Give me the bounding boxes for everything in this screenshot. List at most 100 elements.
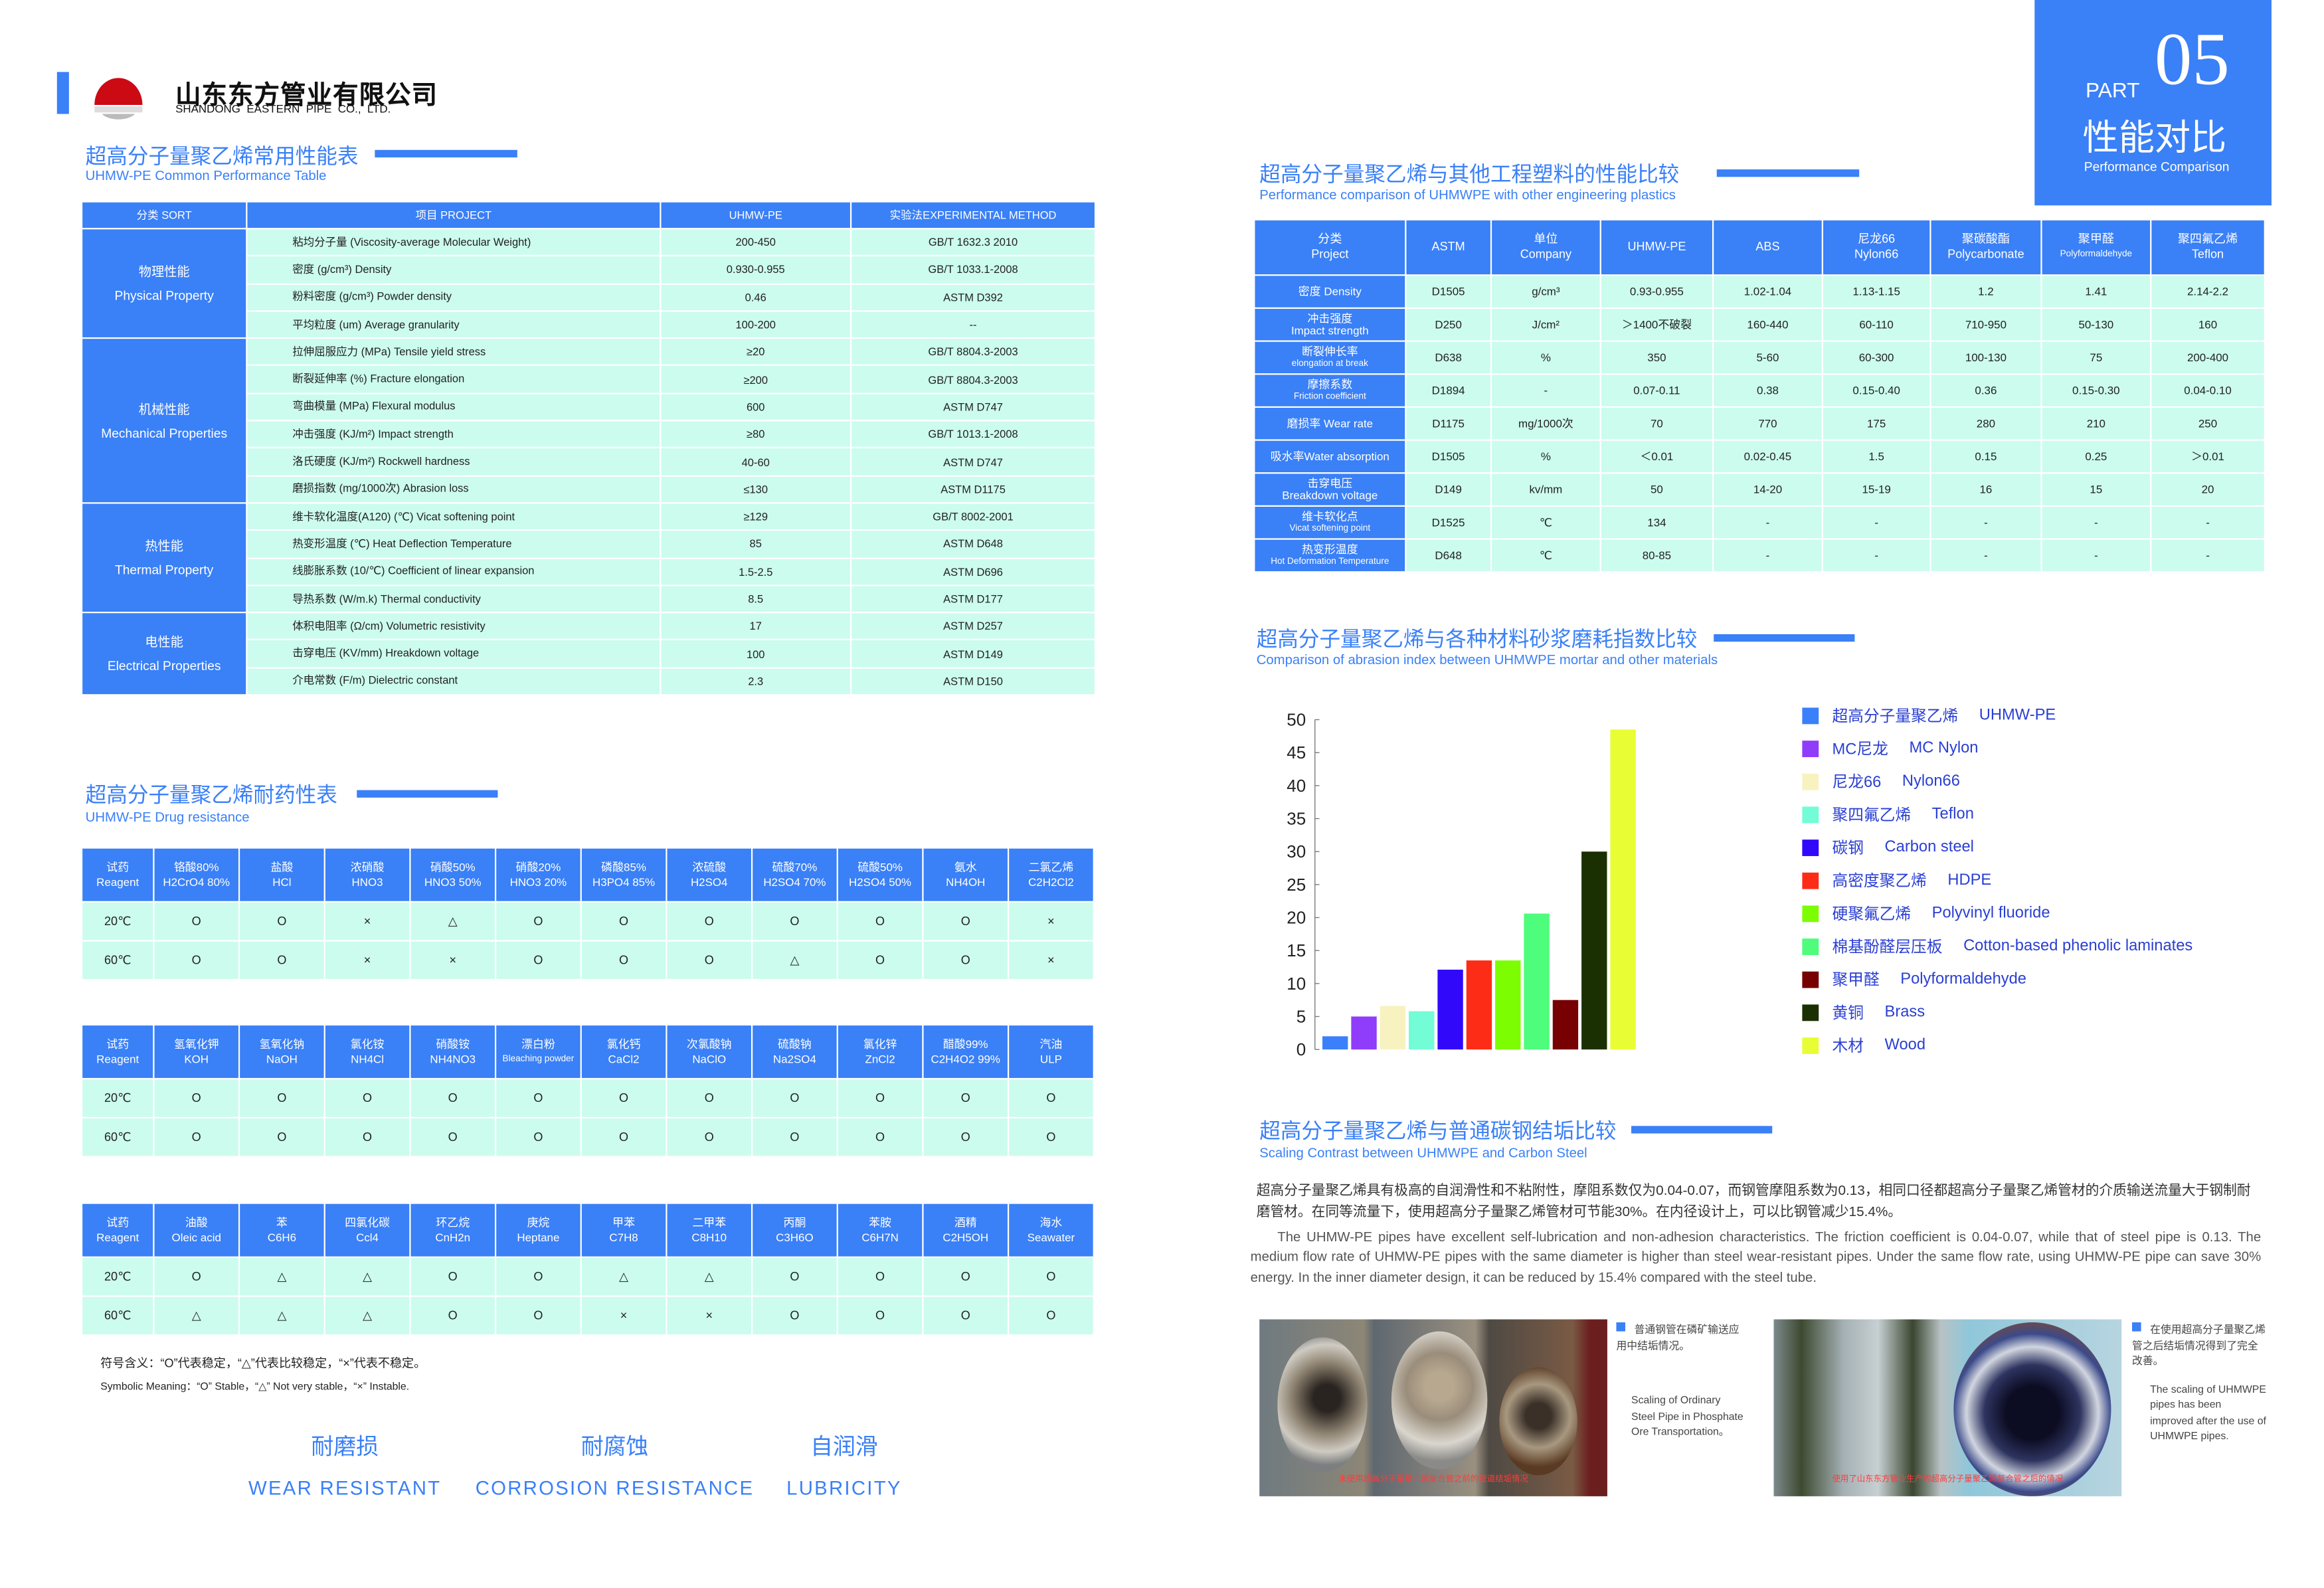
drug-resistance-table: 试药 Reagent 油酸 Oleic acid 苯 C6H6 四氯化碳 Ccl4 环乙烷 CnH… [81, 1202, 1095, 1336]
value-cell: 2.14-2.2 [2151, 276, 2264, 308]
feature-cn: 耐磨损 [311, 1435, 379, 1460]
value-cell: - [2042, 507, 2151, 539]
table-row: 介电常数 (F/m) Dielectric constant 2.3 ASTM D1… [82, 668, 1095, 695]
reagent-cn: 氢氧化钾 [173, 1036, 219, 1051]
value-cell: 20 [2151, 474, 2264, 505]
table-row: 60℃ O O × × O O O △ O O × [82, 941, 1093, 980]
reagent-cn: 氯化钙 [606, 1036, 641, 1051]
title-bar [1714, 634, 1855, 642]
property-cn: 冲击强度 [1307, 311, 1353, 325]
test-method: ASTM D392 [851, 284, 1095, 311]
property-name: 导热系数 (W/m.k) Thermal conductivity [247, 586, 660, 612]
value-cell: 350 [1601, 341, 1712, 374]
table-row: 摩擦系数 Friction coefficient D1894-0.07-0.11 0… [1255, 375, 2264, 406]
reagent-en: C2H2Cl2 [1028, 875, 1074, 889]
header-cn: 分类 [1318, 232, 1342, 246]
reagent-header: 醋酸99% C2H4O2 99% [923, 1025, 1008, 1079]
reagent-cn: 硫酸50% [857, 859, 903, 873]
value-cell: 80-85 [1601, 539, 1712, 572]
header-cn: ABS [1755, 240, 1780, 254]
column-header: ASTM [1406, 220, 1490, 275]
property-value: 0.46 [661, 284, 850, 311]
property-cn: 热变形温度 [1301, 542, 1358, 556]
reagent-cn: 四氯化碳 [345, 1215, 390, 1229]
property-value: 85 [661, 531, 850, 557]
reagent-header: 硝酸50% HNO3 50% [410, 848, 495, 901]
resistance-symbol: O [838, 941, 923, 980]
header-en: Polyformaldehyde [2060, 250, 2133, 260]
value-cell: kv/mm [1492, 474, 1600, 505]
table-row: 弯曲模量 (MPa) Flexural modulus 600 ASTM D747 [82, 394, 1095, 420]
resistance-symbol: △ [154, 1296, 238, 1335]
resistance-symbol: O [410, 1296, 495, 1335]
reagent-header: 氢氧化钾 KOH [154, 1025, 238, 1079]
value-cell: D1525 [1406, 507, 1490, 539]
value-cell: 770 [1714, 408, 1822, 440]
header-en: Polycarbonate [1947, 247, 2024, 261]
value-cell: - [2151, 539, 2264, 572]
legend-item: MC尼龙 MC Nylon [1802, 738, 1978, 759]
legend-item: 高密度聚乙烯 HDPE [1802, 869, 1991, 891]
reagent-header: 氯化锌 ZnCl2 [838, 1025, 923, 1079]
resistance-symbol: △ [581, 1257, 666, 1296]
test-method: ASTM D150 [851, 668, 1095, 695]
resistance-symbol: O [838, 1296, 923, 1335]
column-header: UHMW-PE [1601, 220, 1712, 275]
property-name: 介电常数 (F/m) Dielectric constant [247, 668, 660, 695]
value-cell: 710-950 [1931, 309, 2041, 341]
header-cn: 聚碳酸酯 [1961, 232, 2011, 246]
property-name: 密度 (g/cm³) Density [247, 256, 660, 283]
legend-en: UHMW-PE [1979, 706, 2056, 725]
property-value: ≥129 [661, 503, 850, 530]
performance-table: 分类 SORT 项目 PROJECT UHMW-PE 实验法EXPERIMENTAL … [81, 201, 1096, 695]
y-tick-label: 30 [1287, 841, 1306, 861]
temperature: 60℃ [82, 1296, 153, 1335]
bar-nylon66 [1380, 1006, 1406, 1050]
legend-item: 聚四氟乙烯 Teflon [1802, 804, 1974, 825]
resistance-symbol: O [240, 902, 324, 940]
reagent-cn: 油酸 [185, 1215, 208, 1229]
legend-swatch [1802, 806, 1819, 823]
company-logo [90, 66, 147, 123]
property-cell: 断裂伸长率 elongation at break [1255, 341, 1405, 374]
y-tick-label: 15 [1287, 940, 1306, 960]
value-cell: 1.5 [1823, 440, 1930, 473]
reagent-en: HNO3 50% [424, 875, 482, 889]
property-cn: 磨损率 Wear rate [1287, 416, 1374, 430]
feature-item: 自润滑 LUBRICITY [739, 1431, 949, 1499]
reagent-header: 苯 C6H6 [240, 1203, 324, 1257]
reagent-header: 浓硝酸 HNO3 [325, 848, 410, 901]
legend-item: 硬聚氟乙烯 Polyvinyl fluoride [1802, 903, 2050, 924]
resistance-symbol: O [753, 902, 837, 940]
abrasion-chart-title: 超高分子量聚乙烯与各种材料砂浆磨耗指数比较 [1256, 626, 1698, 651]
scaling-paragraph-cn: 超高分子量聚乙烯具有极高的自润滑性和不粘附性，摩阻系数仅为0.04-0.07，而… [1256, 1183, 2251, 1219]
header-en: Teflon [2191, 247, 2224, 261]
value-cell: 1.02-1.04 [1714, 276, 1822, 308]
column-header: 单位 Company [1492, 220, 1600, 275]
resistance-symbol: O [923, 1079, 1008, 1117]
temperature: 20℃ [82, 902, 153, 940]
reagent-en: H2SO4 50% [849, 875, 912, 889]
property-en: Hot Deformation Temperature [1271, 557, 1389, 567]
reagent-cn: 铬酸80% [173, 859, 219, 873]
temperature: 20℃ [82, 1079, 153, 1117]
value-cell: D250 [1406, 309, 1490, 341]
resistance-symbol: O [410, 1079, 495, 1117]
column-header: 聚四氟乙烯 Teflon [2151, 220, 2264, 275]
bar-brass [1581, 851, 1607, 1050]
legend-swatch [1802, 772, 1819, 790]
reagent-header: 盐酸 HCl [240, 848, 324, 901]
reagent-header: 丙酮 C3H6O [753, 1203, 837, 1257]
y-tick-label: 0 [1296, 1039, 1306, 1059]
legend-swatch [1802, 839, 1819, 855]
reagent-en: Reagent [96, 1230, 139, 1244]
property-name: 体积电阻率 (Ω/cm) Volumetric resistivity [247, 613, 660, 640]
resistance-symbol: O [581, 1079, 666, 1117]
legend-item: 木材 Wood [1802, 1035, 1925, 1056]
property-name: 磨损指数 (mg/1000次) Abrasion loss [247, 476, 660, 503]
category-en: Electrical Properties [107, 658, 221, 673]
value-cell: 0.36 [1931, 375, 2041, 406]
reagent-en: Bleaching powder [502, 1055, 575, 1064]
reagent-cn: 汽油 [1039, 1036, 1063, 1051]
table-row: 物理性能 Physical Property 粘均分子量 (Viscosity-av… [82, 229, 1095, 338]
